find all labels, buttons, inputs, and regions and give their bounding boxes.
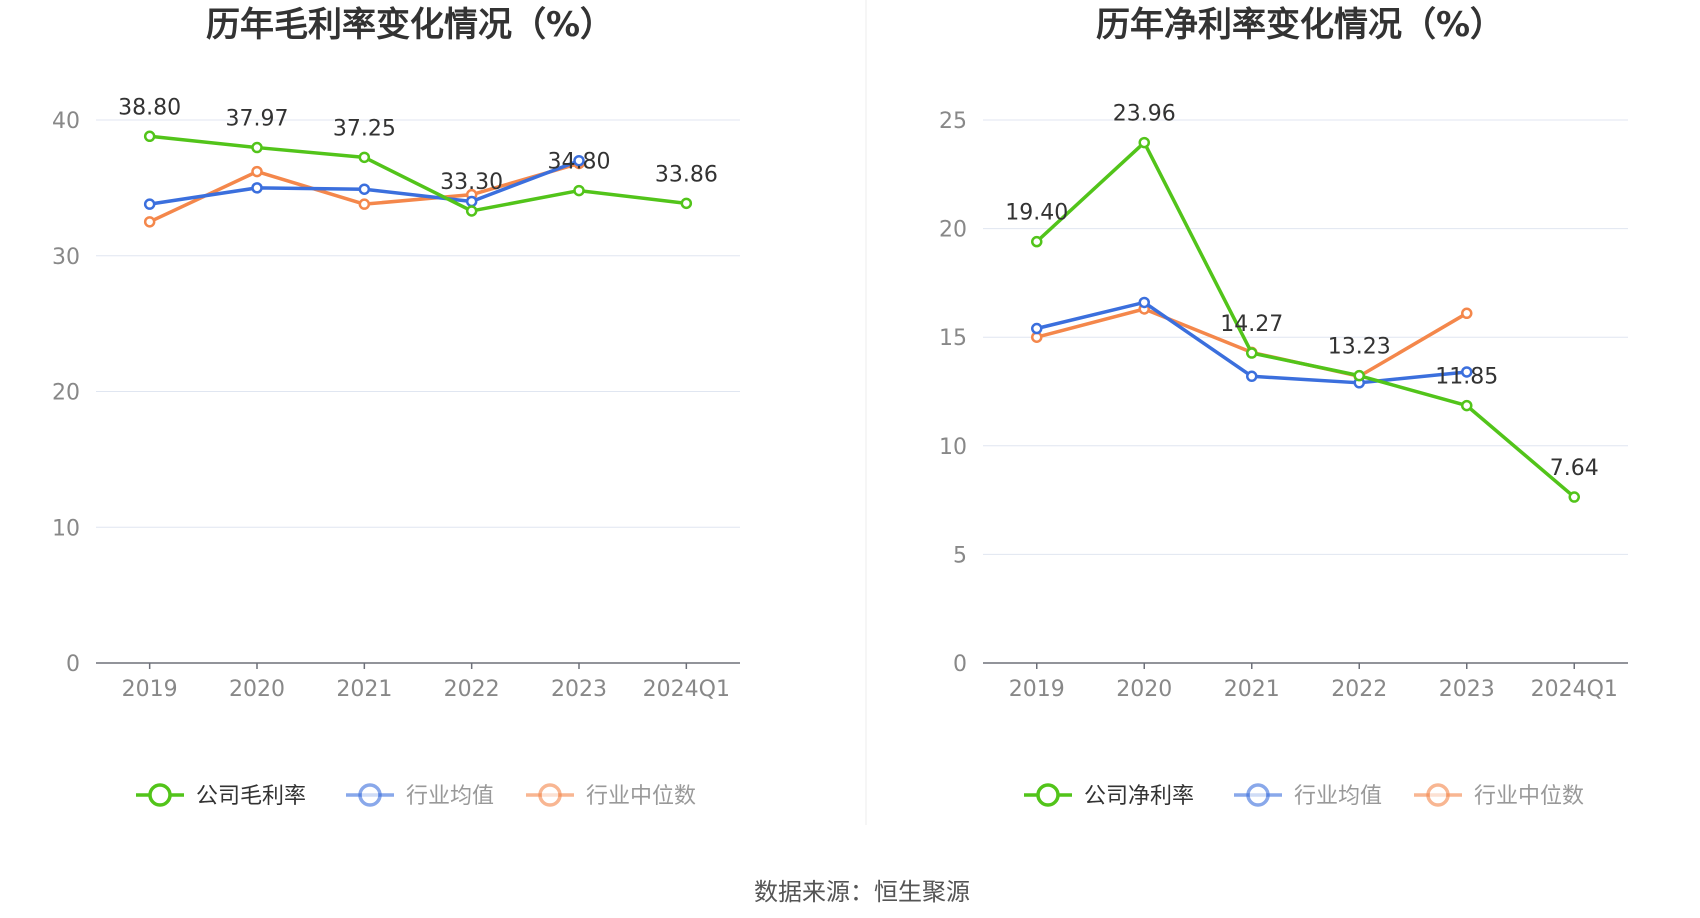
data-point [465, 205, 478, 217]
data-point [1246, 370, 1258, 383]
legend-label: 行业均值 [1294, 784, 1382, 809]
series-line-公司毛利率 [149, 134, 687, 213]
legend-item: 行业中位数 [526, 783, 696, 809]
data-point [1461, 399, 1473, 412]
data-label: 34.80 [548, 150, 611, 175]
data-point [573, 154, 585, 167]
y-tick-label: 5 [953, 543, 967, 568]
y-tick-label: 10 [939, 435, 967, 460]
data-point [1568, 491, 1580, 503]
legend-label: 行业中位数 [1474, 784, 1584, 809]
data-point [1461, 307, 1473, 320]
legend-marker [358, 783, 382, 807]
legend-marker [1036, 783, 1060, 807]
data-label: 7.64 [1550, 456, 1599, 481]
data-point [143, 216, 156, 228]
y-tick-label: 0 [953, 652, 967, 677]
legend-marker [1426, 783, 1450, 807]
data-label: 14.27 [1220, 312, 1283, 337]
x-tick-label: 2021 [1224, 677, 1280, 702]
x-tick-label: 2024Q1 [643, 677, 730, 702]
legend-item: 行业中位数 [1414, 783, 1584, 809]
legend-marker [1246, 783, 1270, 807]
data-point [251, 141, 263, 154]
data-point [680, 197, 693, 210]
data-label: 19.40 [1005, 201, 1068, 226]
chart-panel-1: 历年毛利率变化情况（%） 0 10 20 30 40 2019 2020 2021 2022 202… [52, 5, 740, 809]
x-tick-label: 2021 [336, 677, 392, 702]
data-point [1353, 369, 1365, 382]
x-tick-label: 2023 [551, 677, 607, 702]
y-tick-label: 15 [939, 326, 967, 351]
series-line-公司净利率 [1035, 140, 1576, 499]
legend-label: 公司净利率 [1084, 784, 1194, 809]
legend-marker [538, 783, 562, 807]
data-label: 38.80 [118, 95, 181, 120]
x-tick-label: 2020 [1116, 677, 1172, 702]
legend-item: 行业均值 [1234, 783, 1382, 809]
y-tick-label: 20 [52, 381, 80, 406]
data-point [358, 183, 371, 195]
data-label: 33.86 [655, 162, 718, 187]
y-tick-label: 30 [52, 245, 80, 270]
y-tick-label: 40 [52, 109, 80, 134]
data-point [1138, 296, 1150, 309]
y-tick-label: 20 [939, 218, 967, 243]
data-point [251, 182, 263, 194]
x-tick-label: 2022 [1331, 677, 1387, 702]
data-point [1461, 366, 1473, 378]
legend-marker [148, 783, 172, 807]
x-tick-label: 2023 [1439, 677, 1495, 702]
data-label: 13.23 [1328, 335, 1391, 360]
legend-label: 行业中位数 [586, 784, 696, 809]
legend-label: 公司毛利率 [196, 784, 306, 809]
data-point [465, 195, 478, 208]
legend-item: 公司净利率 [1024, 783, 1194, 809]
data-label: 37.25 [333, 116, 396, 141]
data-label: 23.96 [1113, 102, 1176, 127]
legend-item: 公司毛利率 [136, 783, 306, 809]
data-point [1138, 136, 1150, 149]
x-tick-label: 2024Q1 [1531, 677, 1618, 702]
chart-panel-2: 历年净利率变化情况（%） 0 5 10 15 20 25 2019 2020 2021 2022 20… [939, 5, 1628, 809]
data-point [358, 151, 371, 164]
data-label: 11.85 [1435, 365, 1498, 390]
y-tick-label: 25 [939, 109, 967, 134]
legend-label: 行业均值 [406, 784, 494, 809]
data-point [1031, 322, 1043, 335]
data-label: 33.30 [440, 170, 503, 195]
legend-item: 行业均值 [346, 783, 494, 809]
x-tick-label: 2019 [122, 677, 178, 702]
source-text: 数据来源：恒生聚源 [754, 878, 970, 906]
y-tick-label: 10 [52, 516, 80, 541]
chart-title: 历年毛利率变化情况（%） [206, 5, 614, 45]
data-point [573, 184, 585, 197]
chart-title: 历年净利率变化情况（%） [1096, 5, 1504, 45]
data-point [1031, 235, 1043, 248]
data-label: 37.97 [226, 107, 289, 132]
x-tick-label: 2020 [229, 677, 285, 702]
data-point [143, 130, 156, 143]
data-point [1246, 347, 1258, 359]
data-point [358, 198, 371, 210]
data-point [251, 165, 263, 178]
y-tick-label: 0 [66, 652, 80, 677]
x-tick-label: 2022 [444, 677, 500, 702]
data-point [143, 198, 156, 210]
x-tick-label: 2019 [1009, 677, 1065, 702]
